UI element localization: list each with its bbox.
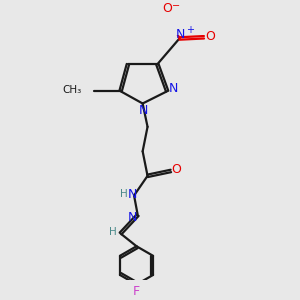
Text: O: O [205,29,215,43]
Text: CH₃: CH₃ [62,85,81,95]
Text: O: O [162,2,172,15]
Text: −: − [172,1,180,11]
Text: H: H [120,189,128,199]
Text: N: N [176,28,185,40]
Text: N: N [128,211,137,224]
Text: N: N [138,104,148,117]
Text: N: N [128,188,137,201]
Text: N: N [169,82,178,95]
Text: F: F [133,285,140,298]
Text: O: O [171,163,181,176]
Text: H: H [109,227,117,237]
Text: +: + [186,26,194,35]
